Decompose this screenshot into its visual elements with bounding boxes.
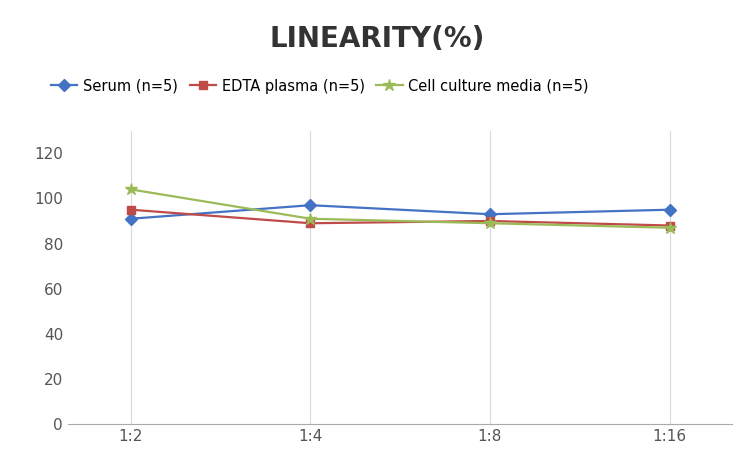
Serum (n=5) bbox=[665, 207, 674, 212]
Cell culture media (n=5) bbox=[306, 216, 315, 221]
Cell culture media (n=5) bbox=[126, 187, 135, 192]
Serum (n=5) bbox=[126, 216, 135, 221]
Text: LINEARITY(%): LINEARITY(%) bbox=[270, 25, 485, 53]
Serum (n=5) bbox=[485, 212, 495, 217]
EDTA plasma (n=5) bbox=[485, 218, 495, 224]
Cell culture media (n=5) bbox=[665, 225, 674, 230]
EDTA plasma (n=5) bbox=[126, 207, 135, 212]
Legend: Serum (n=5), EDTA plasma (n=5), Cell culture media (n=5): Serum (n=5), EDTA plasma (n=5), Cell cul… bbox=[45, 73, 595, 99]
Line: EDTA plasma (n=5): EDTA plasma (n=5) bbox=[127, 206, 673, 230]
EDTA plasma (n=5) bbox=[665, 223, 674, 228]
Cell culture media (n=5) bbox=[485, 221, 495, 226]
Line: Cell culture media (n=5): Cell culture media (n=5) bbox=[125, 183, 676, 234]
Line: Serum (n=5): Serum (n=5) bbox=[127, 201, 673, 223]
Serum (n=5) bbox=[306, 202, 315, 208]
EDTA plasma (n=5) bbox=[306, 221, 315, 226]
